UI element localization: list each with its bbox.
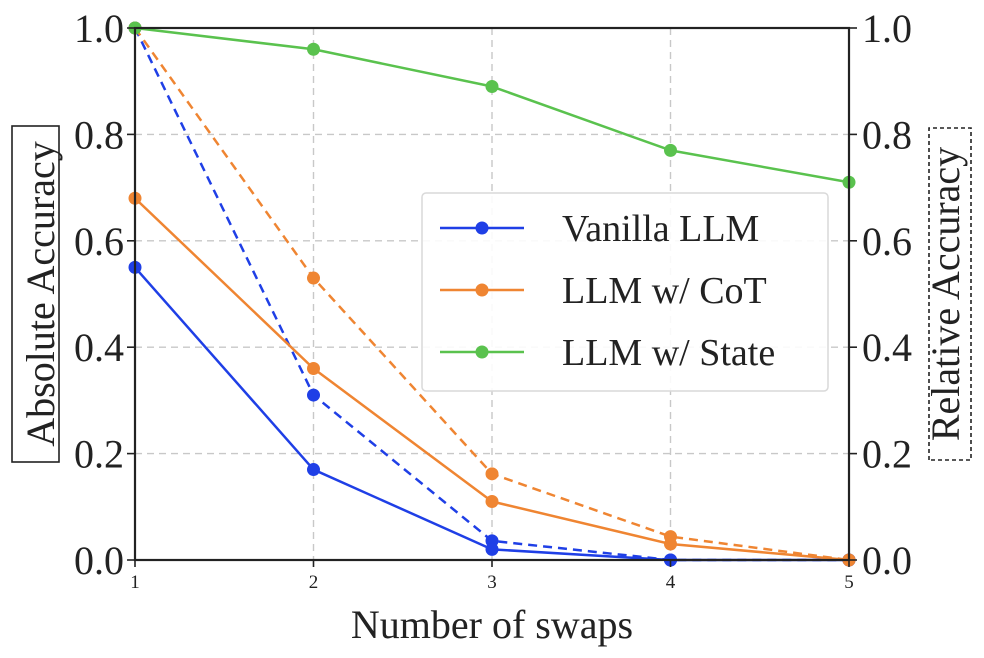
y-left-tick-label: 0.4	[74, 325, 124, 370]
legend: Vanilla LLM LLM w/ CoT LLM w/ State	[421, 192, 829, 392]
y-left-tick-label: 0.8	[74, 112, 124, 157]
x-tick-label: 1	[130, 572, 140, 593]
y-right-tick-label: 0.0	[862, 538, 912, 583]
y-right-tick-label: 0.8	[862, 112, 912, 157]
x-tick-label: 5	[844, 572, 854, 593]
legend-box	[421, 192, 829, 392]
x-axis-title: Number of swaps	[351, 602, 633, 647]
x-axis-title-group: Number of swaps	[351, 602, 633, 647]
legend-label-vanilla: Vanilla LLM	[562, 208, 759, 250]
y-left-tick-label: 1.0	[74, 6, 124, 51]
data-point	[307, 271, 320, 285]
x-tick-label: 4	[666, 572, 676, 593]
data-point	[307, 463, 320, 477]
y-left-tick-label: 0.0	[74, 538, 124, 583]
data-point	[307, 361, 320, 375]
y-right-tick-label: 0.2	[862, 432, 912, 477]
legend-label-state: LLM w/ State	[562, 332, 775, 374]
y-axis-right-title-group: Relative Accuracy	[923, 127, 972, 461]
y-left-tick-label: 0.2	[74, 432, 124, 477]
legend-marker-vanilla	[475, 221, 489, 235]
legend-item-cot: LLM w/ CoT	[440, 270, 767, 312]
y-axis-right-title: Relative Accuracy	[923, 147, 968, 441]
axes: 1 2 3 4 5 0.0 0.0 0.2 0.2 0.4 0.4 0.6 0.6 0.8 0.8 1.0 1.…	[74, 6, 912, 593]
x-tick-label: 3	[487, 572, 497, 593]
y-axis-left-title-box	[11, 125, 60, 463]
y-left-tick-label: 0.6	[74, 219, 124, 264]
y-right-tick-label: 0.4	[862, 325, 912, 370]
y-right-tick-label: 1.0	[862, 6, 912, 51]
y-axis-right-title-box	[928, 127, 972, 461]
y-right-tick-label: 0.6	[862, 219, 912, 264]
data-point	[485, 467, 499, 481]
legend-marker-cot	[475, 283, 489, 297]
legend-item-state: LLM w/ State	[440, 332, 775, 374]
data-point	[485, 494, 499, 508]
data-point	[485, 542, 499, 556]
legend-label-cot: LLM w/ CoT	[562, 270, 767, 312]
data-point	[664, 143, 677, 157]
data-point	[485, 80, 499, 94]
legend-item-vanilla: Vanilla LLM	[440, 208, 759, 250]
x-tick-label: 2	[309, 572, 319, 593]
data-point	[307, 42, 320, 56]
data-point	[307, 388, 320, 402]
legend-marker-state	[475, 345, 489, 359]
data-point	[664, 537, 677, 551]
y-axis-left-title-group: Absolute Accuracy	[11, 125, 63, 463]
series-1	[128, 191, 856, 567]
y-axis-left-title: Absolute Accuracy	[18, 141, 63, 446]
